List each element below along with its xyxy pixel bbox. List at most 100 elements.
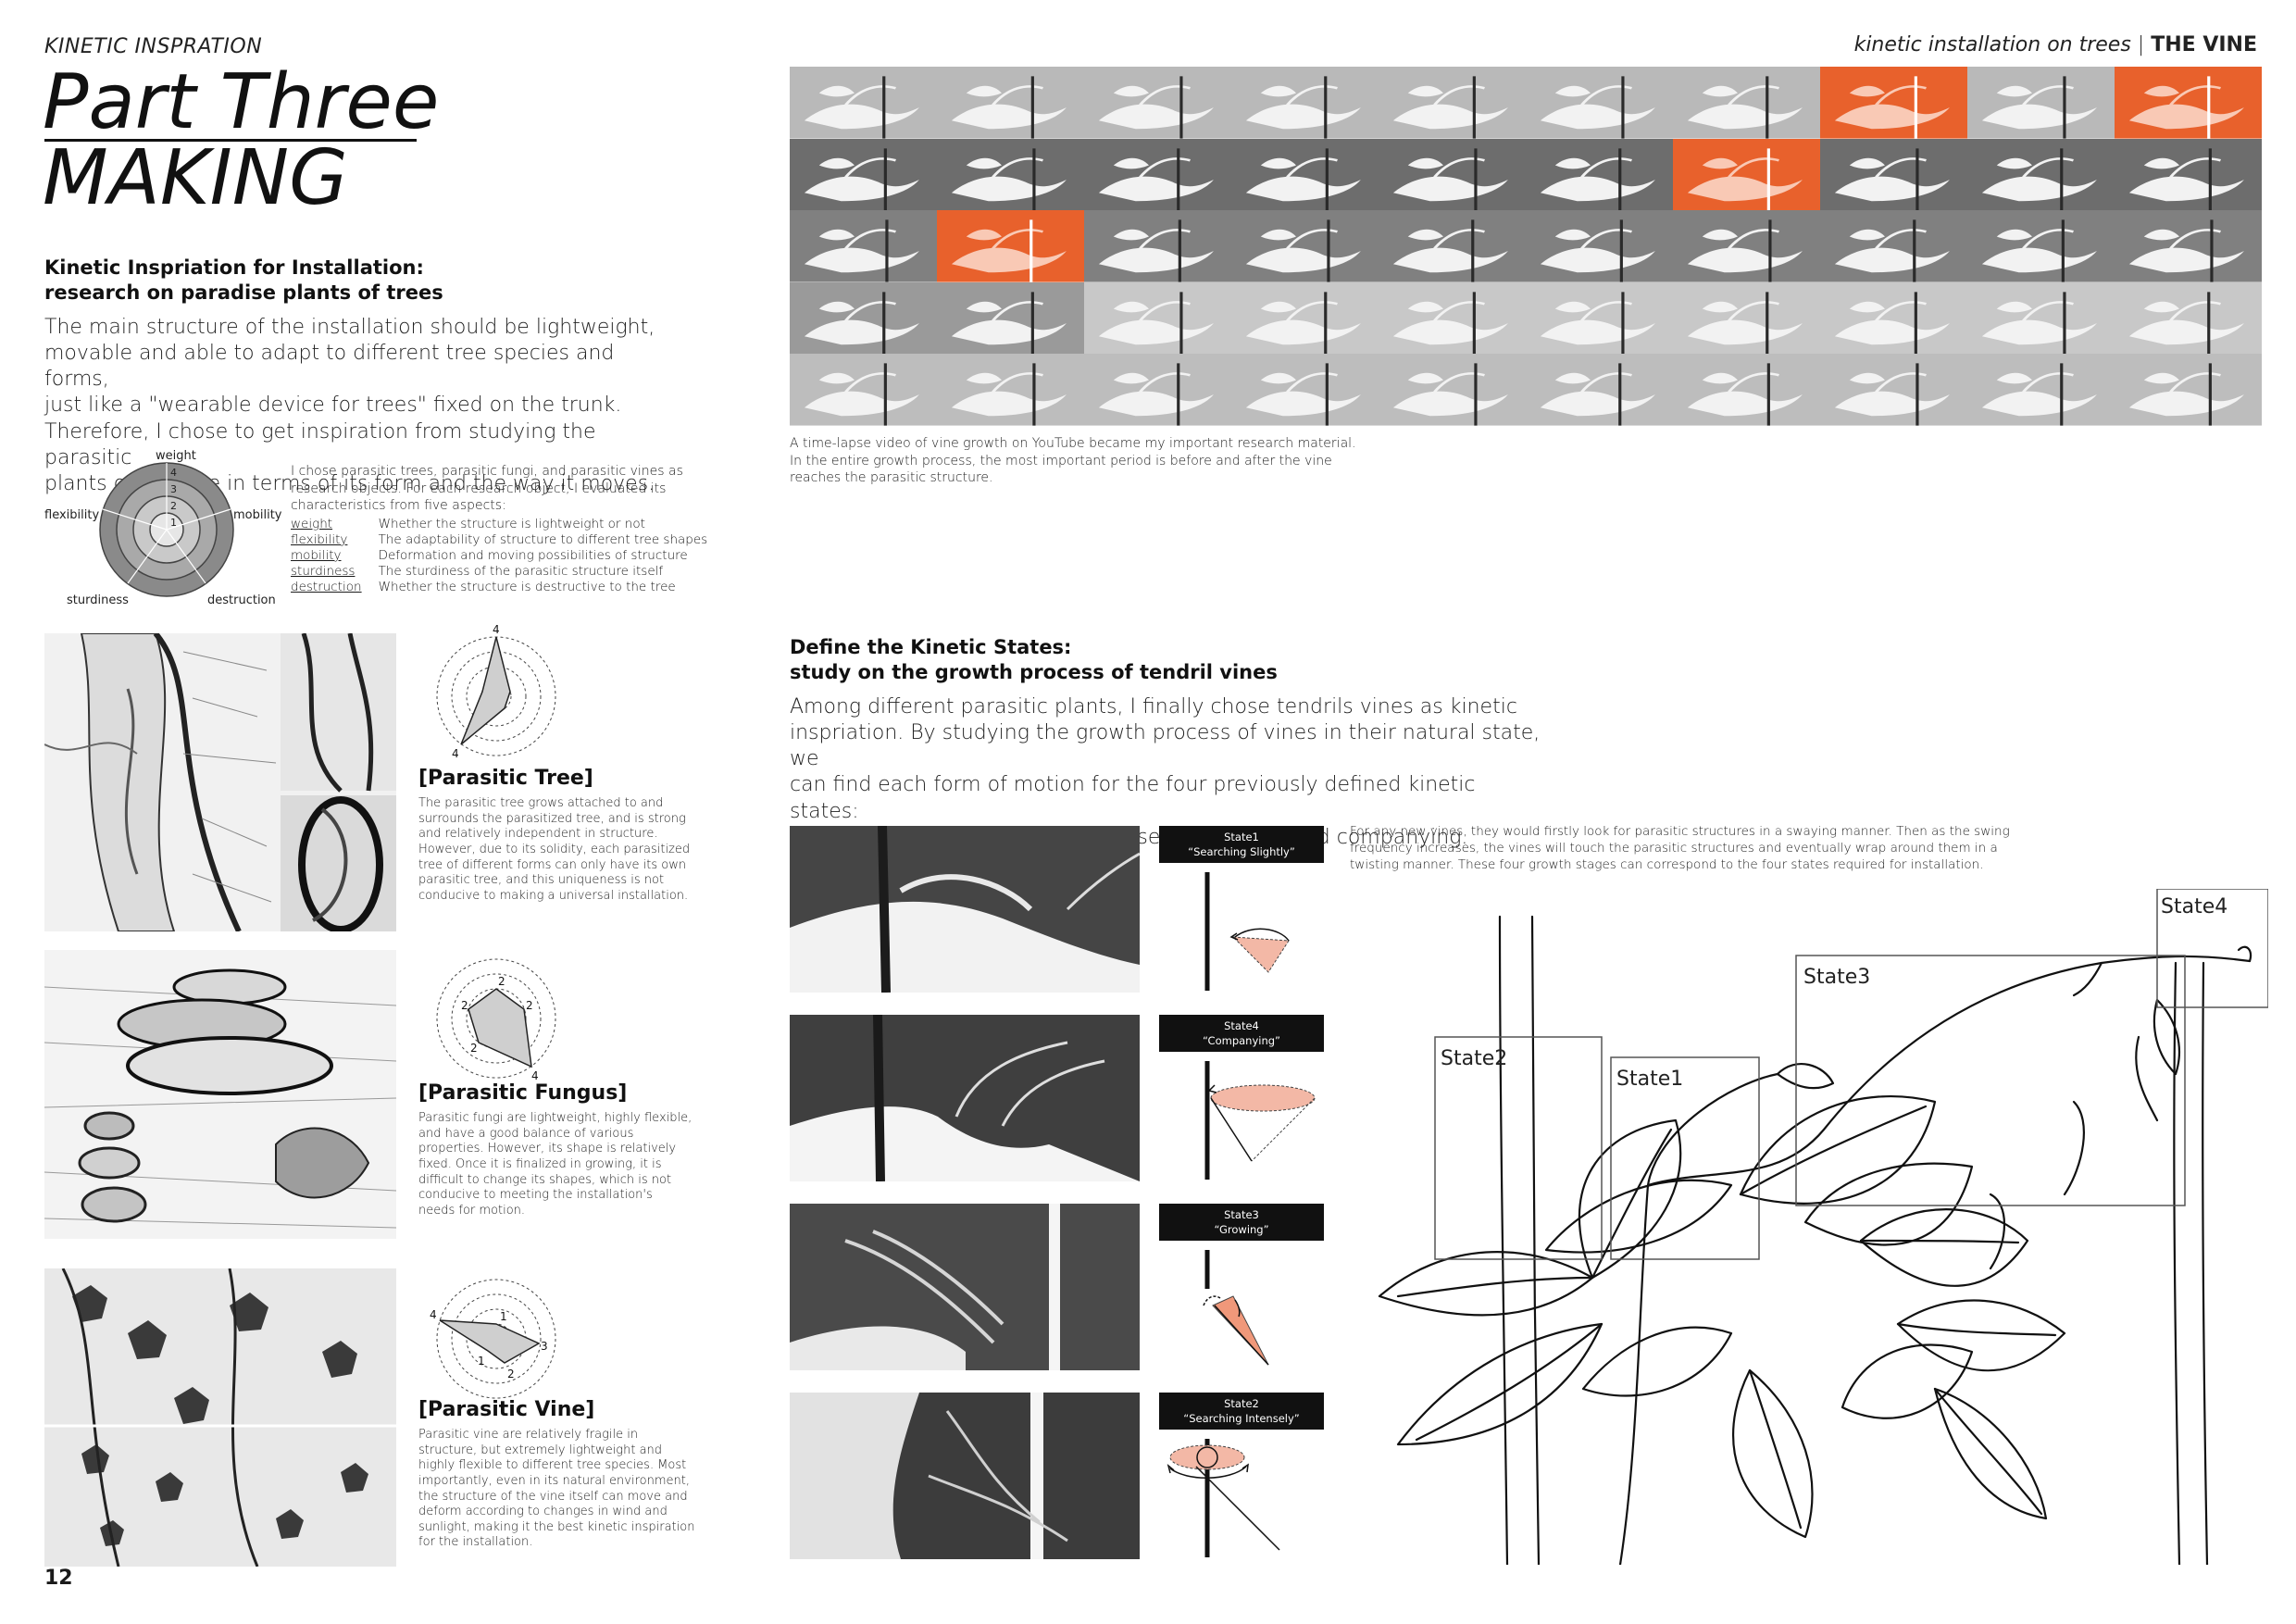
timelapse-frame xyxy=(1231,354,1379,426)
section-kicker: KINETIC INSPRATION xyxy=(44,35,263,58)
text-line: conducive to making a universal installa… xyxy=(418,888,689,903)
vine-video-still-2 xyxy=(790,1015,1140,1181)
timelapse-frame xyxy=(1820,281,1967,355)
parasitic-tree-text: The parasitic tree grows attached to and… xyxy=(418,796,696,904)
page-title-line1: Part Three xyxy=(43,58,440,146)
vine-video-still-4 xyxy=(790,1393,1140,1559)
kinetic-lead: Among different parasitic plants, I fina… xyxy=(790,694,1549,851)
aspect-term: destruction xyxy=(291,580,362,594)
radar-label: 4 xyxy=(452,747,459,760)
kinetic-heading-line1: Define the Kinetic States: xyxy=(790,636,1072,658)
radar-axis-mobility: mobility xyxy=(233,508,282,522)
note-line: frequency increases, the vines will touc… xyxy=(1350,840,1998,856)
timelapse-frame xyxy=(2115,67,2262,139)
timelapse-frame xyxy=(1379,210,1526,282)
radar-label: 4 xyxy=(493,623,500,636)
parasitic-vine-text: Parasitic vine are relatively fragile in… xyxy=(418,1428,696,1551)
timelapse-frame xyxy=(2115,281,2262,355)
timelapse-frame xyxy=(1967,67,2115,139)
header-separator: | xyxy=(2137,33,2145,56)
header-project: kinetic installation on trees xyxy=(1853,33,2131,56)
note-line: For any new vines, they would firstly lo… xyxy=(1350,824,2010,839)
aspect-desc: The sturdiness of the parasitic structur… xyxy=(378,564,664,579)
lead-line: Therefore, I chose to get inspiration fr… xyxy=(44,419,596,469)
lead-line: just like a "wearable device for trees" … xyxy=(44,394,622,418)
aspect-desc: Whether the structure is lightweight or … xyxy=(378,517,645,531)
aspect-desc: The adaptability of structure to differe… xyxy=(378,532,708,547)
timelapse-frame xyxy=(937,138,1084,211)
text-line: However, due to its solidity, each paras… xyxy=(418,842,691,856)
timelapse-frame xyxy=(937,210,1084,282)
timelapse-frame xyxy=(1820,138,1967,211)
radar-label: 1 xyxy=(478,1355,485,1368)
state-name: State4 xyxy=(1224,1019,1259,1032)
timelapse-frame xyxy=(1526,210,1673,282)
aspect-term: mobility xyxy=(291,548,342,563)
state-desc: “Searching Slightly” xyxy=(1188,845,1295,859)
caption-line: In the entire growth process, the most i… xyxy=(790,453,1332,468)
intro-line: research objects. For each research obje… xyxy=(291,481,667,496)
radar-axis-sturdiness: sturdiness xyxy=(67,593,129,607)
state4-label: State4 “Companying” xyxy=(1159,1015,1324,1053)
timelapse-frame xyxy=(1820,354,1967,426)
vine-video-still-3 xyxy=(790,1204,1140,1370)
drawing-state2-label: State2 xyxy=(1441,1047,1507,1070)
text-line: importantly, even in its natural environ… xyxy=(418,1473,690,1488)
state3-box xyxy=(1795,955,2186,1206)
note-line: twisting manner. These four growth stage… xyxy=(1350,856,1984,872)
vine-line-drawing: State2 State1 State3 State4 xyxy=(1378,889,2268,1565)
state2-box xyxy=(1434,1036,1603,1260)
timelapse-frame xyxy=(1820,67,1967,139)
text-line: for the installation. xyxy=(418,1535,533,1550)
title-divider xyxy=(44,139,417,142)
timelapse-frame xyxy=(1967,138,2115,211)
radar-axis-weight: weight xyxy=(156,449,196,463)
timelapse-frame xyxy=(937,354,1084,426)
header-title: THE VINE xyxy=(2151,33,2257,56)
timelapse-frame-grid xyxy=(790,67,2262,426)
text-line: deform according to changes in wind and xyxy=(418,1505,668,1519)
radar-label: 2 xyxy=(526,999,533,1012)
radar-label: 2 xyxy=(461,999,468,1012)
timelapse-frame xyxy=(1673,281,1820,355)
state2-label: State2 “Searching Intensely” xyxy=(1159,1393,1324,1430)
state-name: State1 xyxy=(1224,831,1259,843)
aspect-desc: Deformation and moving possibilities of … xyxy=(378,548,688,563)
aspect-row: weight Whether the structure is lightweig… xyxy=(291,517,724,532)
radar-shape xyxy=(439,1319,541,1364)
radar-tick-1: 1 xyxy=(170,517,177,529)
radar-shape xyxy=(460,636,511,745)
aspect-desc: Whether the structure is destructive to … xyxy=(378,580,676,594)
research-heading-line1: Kinetic Inspriation for Installation: xyxy=(44,256,424,279)
text-line: properties. However, its shape is relati… xyxy=(418,1142,677,1156)
lead-line: Among different parasitic plants, I fina… xyxy=(790,695,1517,718)
state1-box xyxy=(1610,1056,1760,1260)
timelapse-frame xyxy=(790,354,937,426)
timelapse-frame xyxy=(1084,354,1231,426)
text-line: difficult to change its shapes, which is… xyxy=(418,1172,672,1187)
timelapse-frame xyxy=(1526,138,1673,211)
text-line: tree of different forms can only have it… xyxy=(418,857,687,872)
timelapse-frame xyxy=(937,281,1084,355)
timelapse-frame xyxy=(790,138,937,211)
timelapse-frame xyxy=(937,67,1084,139)
vine-video-still-1 xyxy=(790,826,1140,993)
state4-box xyxy=(2156,889,2268,1008)
timelapse-frame xyxy=(1084,281,1231,355)
timelapse-frame xyxy=(1967,281,2115,355)
parasitic-vine-title: [Parasitic Vine] xyxy=(418,1398,595,1421)
state-name: State3 xyxy=(1224,1208,1259,1221)
research-heading-line2: research on paradise plants of trees xyxy=(44,281,443,305)
timelapse-frame xyxy=(1084,67,1231,139)
timelapse-frame xyxy=(2115,138,2262,211)
radar-label: 2 xyxy=(507,1368,515,1380)
radar-label: 2 xyxy=(470,1042,478,1055)
radar-label: 4 xyxy=(430,1308,437,1321)
timelapse-frame xyxy=(1379,67,1526,139)
state1-label: State1 “Searching Slightly” xyxy=(1159,826,1324,864)
aspects-table: weight Whether the structure is lightweig… xyxy=(291,517,724,595)
state4-motion-diagram xyxy=(1204,1061,1316,1181)
timelapse-frame xyxy=(1820,210,1967,282)
timelapse-frame xyxy=(790,210,937,282)
state1-motion-diagram xyxy=(1204,872,1290,992)
